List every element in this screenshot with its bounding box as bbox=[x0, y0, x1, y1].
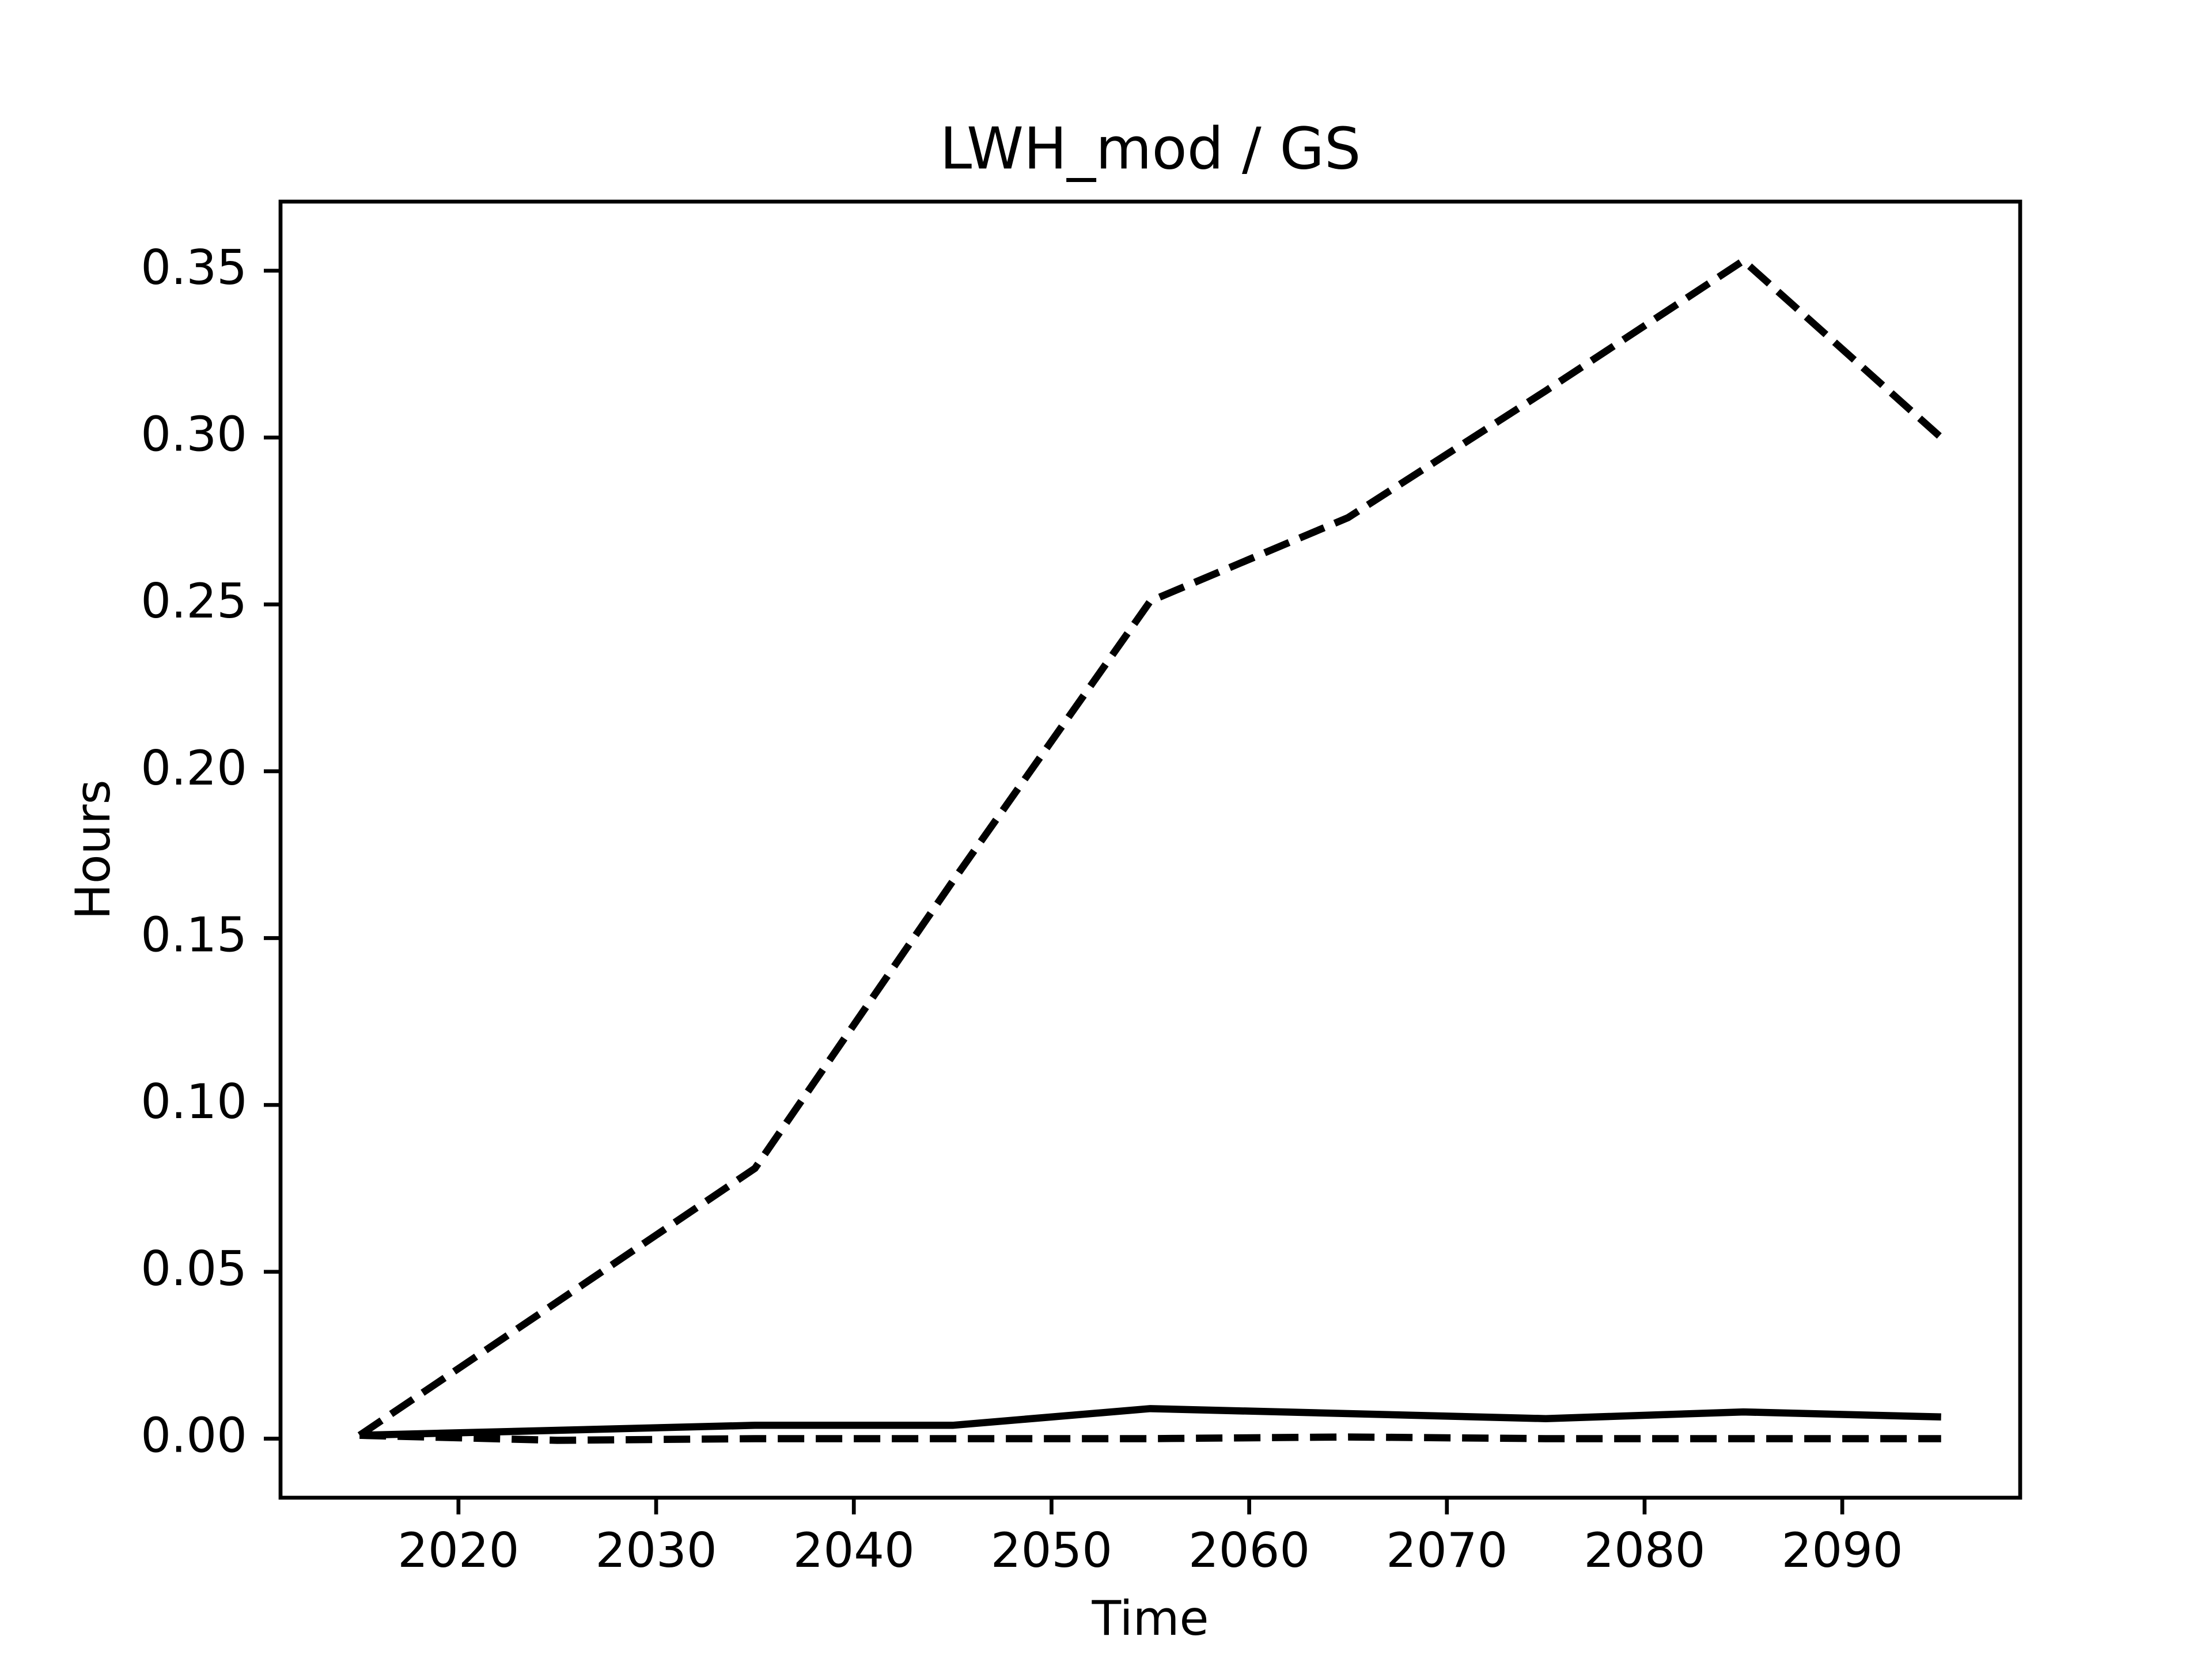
y-tick-label: 0.10 bbox=[141, 1074, 247, 1130]
plot-frame bbox=[278, 199, 2022, 1500]
x-tick-label: 2070 bbox=[1386, 1522, 1508, 1578]
y-tick-label: 0.05 bbox=[141, 1241, 247, 1297]
y-tick-label: 0.15 bbox=[141, 907, 247, 963]
y-tick-label: 0.00 bbox=[141, 1407, 247, 1463]
series-line bbox=[359, 1431, 1941, 1444]
x-axis-label: Time bbox=[1091, 1590, 1209, 1646]
y-tick-label: 0.25 bbox=[141, 573, 247, 629]
y-tick-label: 0.20 bbox=[141, 740, 247, 796]
x-tick-label: 2030 bbox=[595, 1522, 717, 1578]
x-tick-label: 2020 bbox=[397, 1522, 519, 1578]
x-tick-label: 2050 bbox=[991, 1522, 1112, 1578]
x-tick-label: 2060 bbox=[1188, 1522, 1310, 1578]
x-tick-label: 2080 bbox=[1584, 1522, 1705, 1578]
y-axis-label: Hours bbox=[65, 779, 121, 919]
x-tick-label: 2040 bbox=[793, 1522, 915, 1578]
series-line bbox=[359, 1405, 1941, 1439]
y-tick-label: 0.35 bbox=[141, 240, 247, 296]
y-tick-label: 0.30 bbox=[141, 407, 247, 463]
x-tick-label: 2090 bbox=[1782, 1522, 1903, 1578]
chart-title: LWH_mod / GS bbox=[940, 115, 1361, 182]
series-line bbox=[357, 257, 1944, 1438]
